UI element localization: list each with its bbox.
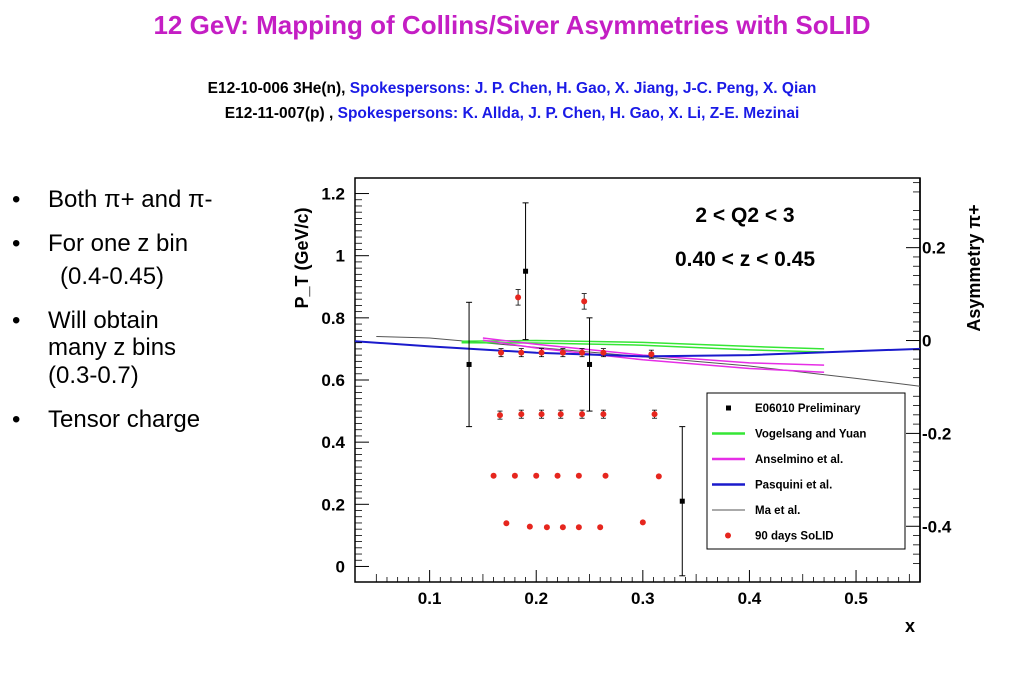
y-tick-label: 0 (336, 557, 345, 576)
solid-point (518, 349, 525, 356)
legend-marker-square (726, 405, 731, 411)
axis-labels: 0.1 0.2 0.3 0.4 0.5 0 0.2 0.4 0.6 0.8 1 1.2 0.2 0 -0.2… (292, 185, 984, 636)
solid-point (575, 524, 582, 531)
data-points (466, 202, 686, 577)
solid-point (515, 294, 522, 301)
legend-label: Ma et al. (755, 505, 800, 517)
solid-point (559, 349, 566, 356)
bullet-list: • Both π+ and π- • For one z bin (0.4-0.45… (12, 186, 272, 449)
solid-point (518, 411, 525, 418)
y-tick-label: 1 (336, 247, 345, 266)
bullet-dot: • (12, 186, 21, 213)
legend-label: E06010 Preliminary (755, 403, 861, 415)
legend-label: Pasquini et al. (755, 480, 832, 492)
bullet-text: Both π+ and π- (48, 186, 213, 213)
spokespersons-2: Spokespersons: K. Allda, J. P. Chen, H. … (337, 105, 800, 122)
solid-point (496, 412, 503, 419)
solid-point (498, 349, 505, 356)
pasquini-curve (354, 340, 921, 358)
bullet-item: • Will obtain many z bins (0.3-0.7) (12, 307, 272, 390)
legend-label: Vogelsang and Yuan (755, 429, 866, 441)
bullet-text: For one z bin (48, 229, 189, 257)
solid-point (538, 411, 545, 418)
solid-point (597, 524, 604, 531)
y-axis-title: P_T (GeV/c) (292, 207, 312, 308)
solid-point (575, 472, 582, 479)
bullet-item: • Both π+ and π- (12, 186, 272, 214)
spokespersons-1: Spokespersons: J. P. Chen, H. Gao, X. Ji… (349, 80, 817, 97)
anselmino-upper-curve (482, 337, 825, 366)
solid-point (581, 298, 588, 305)
x-tick-label: 0.5 (844, 589, 868, 608)
y-tick-label: 0.4 (321, 433, 345, 452)
solid-point (511, 472, 518, 479)
solid-point (533, 472, 540, 479)
vogelsang-lower-curve (461, 341, 825, 353)
legend-marker-circle (725, 532, 731, 539)
bullet-text: Will obtain many z bins (0.3-0.7) (48, 306, 177, 389)
solid-point (490, 472, 497, 479)
legend: E06010 Preliminary Vogelsang and Yuan Anse… (706, 392, 906, 550)
bullet-item: • Tensor charge (12, 406, 272, 434)
solid-point (639, 519, 646, 526)
slide-title: 12 GeV: Mapping of Collins/Siver Asymmet… (153, 10, 871, 40)
solid-point (602, 472, 609, 479)
y2-axis-title: Asymmetry π+ (964, 204, 984, 331)
solid-point (557, 411, 564, 418)
x-tick-label: 0.3 (631, 589, 655, 608)
e06010-point (466, 361, 472, 367)
ma-curve (376, 336, 921, 387)
solid-point (648, 351, 655, 358)
solid-point (503, 520, 510, 527)
y-tick-label: 0.8 (321, 309, 345, 328)
e06010-point (587, 361, 593, 367)
x-axis-title: x (905, 616, 915, 636)
subtitle-line-1: E12-10-006 3He(n), Spokespersons: J. P. … (0, 80, 1024, 98)
legend-label: Anselmino et al. (755, 454, 843, 466)
solid-point (526, 523, 533, 530)
solid-point (579, 411, 586, 418)
experiment-label-1: E12-10-006 3He(n), (207, 80, 346, 97)
solid-point (538, 349, 545, 356)
e06010-point (523, 268, 529, 274)
solid-point (600, 411, 607, 418)
y2-tick-label: -0.4 (922, 517, 952, 536)
anselmino-lower-curve (482, 339, 825, 373)
axis-ticks (355, 182, 920, 582)
bullet-dot: • (12, 405, 21, 433)
theory-curves (354, 336, 921, 387)
y-tick-label: 1.2 (321, 185, 345, 204)
pt-x-chart: 0.1 0.2 0.3 0.4 0.5 0 0.2 0.4 0.6 0.8 1 1.2 0.2 0 -0.2… (292, 177, 984, 636)
experiment-label-2: E12-11-007(p) , (224, 105, 334, 122)
q2-range-label: 2 < Q2 < 3 (695, 204, 794, 227)
solid-point (651, 411, 658, 418)
bullet-dot: • (12, 229, 21, 257)
solid-point (655, 473, 662, 480)
x-tick-label: 0.4 (738, 589, 762, 608)
solid-point (600, 349, 607, 356)
annotations: 2 < Q2 < 3 0.40 < z < 0.45 (675, 204, 815, 271)
x-tick-label: 0.2 (524, 589, 548, 608)
subtitle-line-2: E12-11-007(p) , Spokespersons: K. Allda,… (0, 105, 1024, 123)
solid-point (543, 524, 550, 531)
e06010-point (679, 498, 685, 504)
solid-point (579, 349, 586, 356)
y2-tick-label: -0.2 (922, 424, 951, 443)
bullet-item: • For one z bin (12, 230, 272, 258)
bullet-text: Tensor charge (48, 405, 201, 433)
legend-box (706, 392, 906, 550)
solid-point (559, 524, 566, 531)
y2-tick-label: 0.2 (922, 239, 946, 258)
bullet-subtext: (0.4-0.45) (60, 263, 165, 291)
z-range-label: 0.40 < z < 0.45 (675, 248, 815, 271)
legend-label: 90 days SoLID (755, 531, 834, 543)
x-tick-label: 0.1 (418, 589, 442, 608)
y-tick-label: 0.2 (321, 495, 345, 514)
bullet-dot: • (12, 306, 21, 334)
y-tick-label: 0.6 (321, 371, 345, 390)
solid-point (554, 472, 561, 479)
y2-tick-label: 0 (922, 332, 931, 351)
